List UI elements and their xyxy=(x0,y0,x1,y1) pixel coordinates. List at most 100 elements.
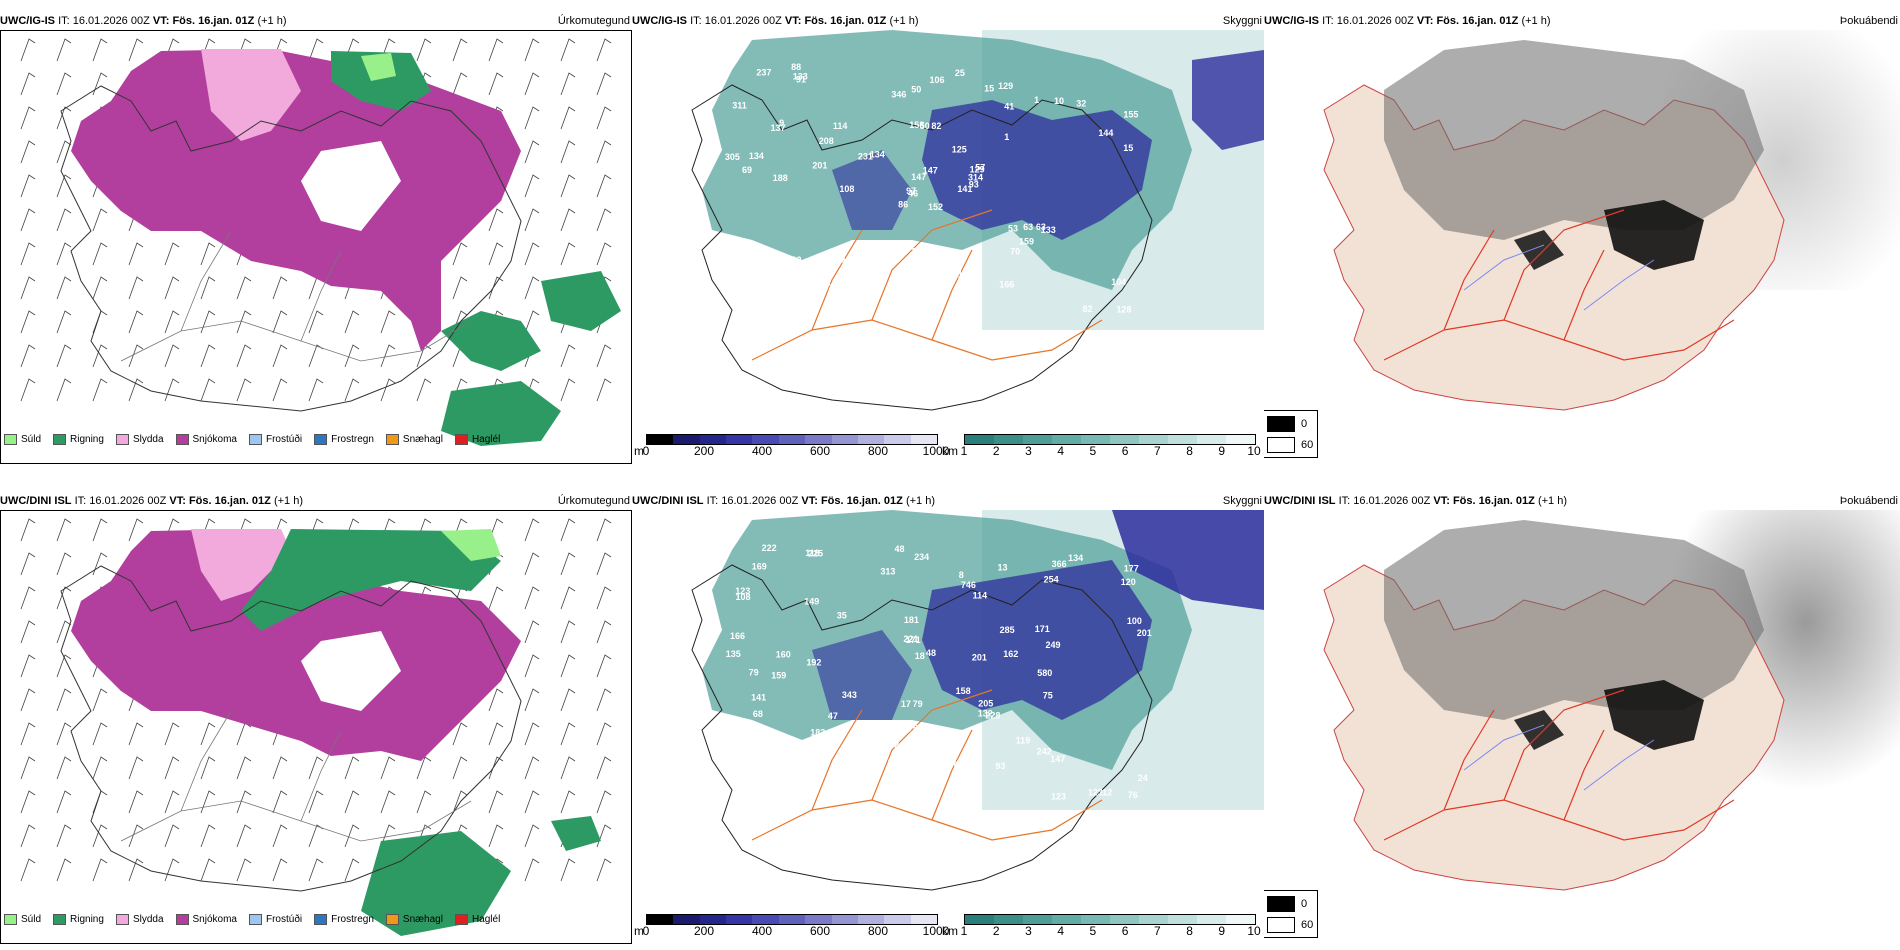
wind-barb xyxy=(308,858,324,882)
fog-shading xyxy=(1384,520,1764,720)
wind-barb xyxy=(56,276,72,300)
precip-panel-ig: UWC/IG-IS IT: 16.01.2026 00Z VT: Fös. 16… xyxy=(0,14,632,464)
it-label: IT: xyxy=(58,15,70,27)
visibility-value: 225 xyxy=(808,549,823,559)
panel-title: Úrkomutegund xyxy=(557,15,630,27)
visibility-value: 1 xyxy=(1004,132,1009,142)
rain-area xyxy=(441,311,541,371)
wind-barb xyxy=(596,858,612,882)
visibility-value: 169 xyxy=(752,562,767,572)
wind-barb xyxy=(128,858,144,882)
low-vis-area xyxy=(832,150,912,230)
wind-barb xyxy=(56,586,72,610)
low-vis-area xyxy=(922,560,1152,720)
wind-barb xyxy=(56,310,72,334)
colorbar-tick: 5 xyxy=(1089,444,1097,458)
visibility-value: 159 xyxy=(771,671,786,681)
coastline xyxy=(60,85,522,412)
wind-barb xyxy=(272,310,288,334)
rivers xyxy=(1463,244,1655,311)
roads xyxy=(1383,689,1735,841)
visibility-value: 249 xyxy=(864,295,879,305)
visibility-panel-dini: UWC/DINI ISL IT: 16.01.2026 00Z VT: Fös.… xyxy=(632,494,1264,944)
visibility-value: 79 xyxy=(913,699,923,709)
visibility-value: 63 xyxy=(1036,222,1046,232)
colorbar-tick: 1 xyxy=(960,924,968,938)
wind-barb xyxy=(56,722,72,746)
colorbar-segment xyxy=(857,915,885,924)
wind-barb xyxy=(20,276,36,300)
wind-barb xyxy=(20,654,36,678)
wind-barb xyxy=(164,276,180,300)
fog-map xyxy=(1264,30,1900,430)
visibility-value: 201 xyxy=(888,758,903,768)
wind-barb xyxy=(524,620,540,644)
wind-barb xyxy=(308,310,324,334)
wind-barb xyxy=(560,586,576,610)
fog-legend-high: 60 xyxy=(1301,439,1314,451)
wind-barb xyxy=(20,378,36,402)
visibility-value: 76 xyxy=(1128,790,1138,800)
visibility-value: 141 xyxy=(751,693,766,703)
visibility-value: 93 xyxy=(969,179,979,189)
visibility-value: 133 xyxy=(793,71,808,81)
colorbar-segment xyxy=(805,435,832,444)
visibility-value: 133 xyxy=(1041,225,1056,235)
wind-barb xyxy=(380,378,396,402)
rain-area xyxy=(551,816,601,851)
visibility-value: 181 xyxy=(904,615,919,625)
valid-time: Fös. 16.jan. 01Z xyxy=(1436,15,1519,27)
valid-time: Fös. 16.jan. 01Z xyxy=(188,495,271,507)
colorbar-tick: 3 xyxy=(1025,444,1032,458)
colorbar-segment xyxy=(673,915,700,924)
lead-time: (+1 h) xyxy=(889,15,919,27)
wind-barb xyxy=(20,310,36,334)
legend-item-slydda: Slydda xyxy=(115,434,164,445)
visibility-value: 17 xyxy=(901,699,911,709)
colorbar-tick: 8 xyxy=(1186,444,1193,458)
wind-barb xyxy=(560,174,576,198)
visibility-value: 119 xyxy=(1016,736,1031,746)
visibility-value: 144 xyxy=(836,254,851,264)
wind-barb xyxy=(128,518,144,542)
visibility-value: 201 xyxy=(972,653,987,663)
fog-legend: 0 60 xyxy=(1264,890,1318,938)
colorbar-segment xyxy=(1081,435,1110,444)
wind-barb xyxy=(596,242,612,266)
legend-item-snaehagl: Snæhagl xyxy=(385,914,443,925)
wind-barb xyxy=(452,242,468,266)
colorbar-tick: 1000 xyxy=(922,444,950,458)
wind-barb xyxy=(344,344,360,368)
visibility-value: 580 xyxy=(1037,668,1052,678)
wind-barb xyxy=(524,140,540,164)
legend-item-haglel: Haglél xyxy=(454,914,500,925)
colorbar-segment xyxy=(647,915,674,924)
colorbar-segment xyxy=(1110,435,1139,444)
lead-time: (+1 h) xyxy=(1537,495,1567,507)
colorbar-segment xyxy=(726,915,753,924)
lead-time: (+1 h) xyxy=(1521,15,1551,27)
visibility-value: 97 xyxy=(906,186,916,196)
it-label: IT: xyxy=(1338,495,1351,507)
wind-barb xyxy=(308,378,324,402)
low-vis-area xyxy=(922,100,1152,240)
wind-barb xyxy=(236,310,252,334)
wind-barb xyxy=(20,790,36,814)
rain-area xyxy=(441,381,561,446)
wind-barb xyxy=(56,378,72,402)
valid-time: Fös. 16.jan. 01Z xyxy=(1452,495,1535,507)
wind-barb xyxy=(56,72,72,96)
colorbar-segment xyxy=(910,435,937,444)
visibility-labels: 1521374614712994129824114191128188155861… xyxy=(725,62,1139,319)
colorbar-segment xyxy=(752,915,779,924)
wind-barb xyxy=(488,790,504,814)
visibility-value: 114 xyxy=(973,591,988,601)
wind-barb xyxy=(560,378,576,402)
wind-barb xyxy=(596,174,612,198)
visibility-value: 12 xyxy=(1102,788,1112,798)
wind-barb xyxy=(272,790,288,814)
visibility-value: 478 xyxy=(906,272,921,282)
wind-barb xyxy=(20,140,36,164)
wind-barb xyxy=(164,378,180,402)
wind-barb xyxy=(452,756,468,780)
